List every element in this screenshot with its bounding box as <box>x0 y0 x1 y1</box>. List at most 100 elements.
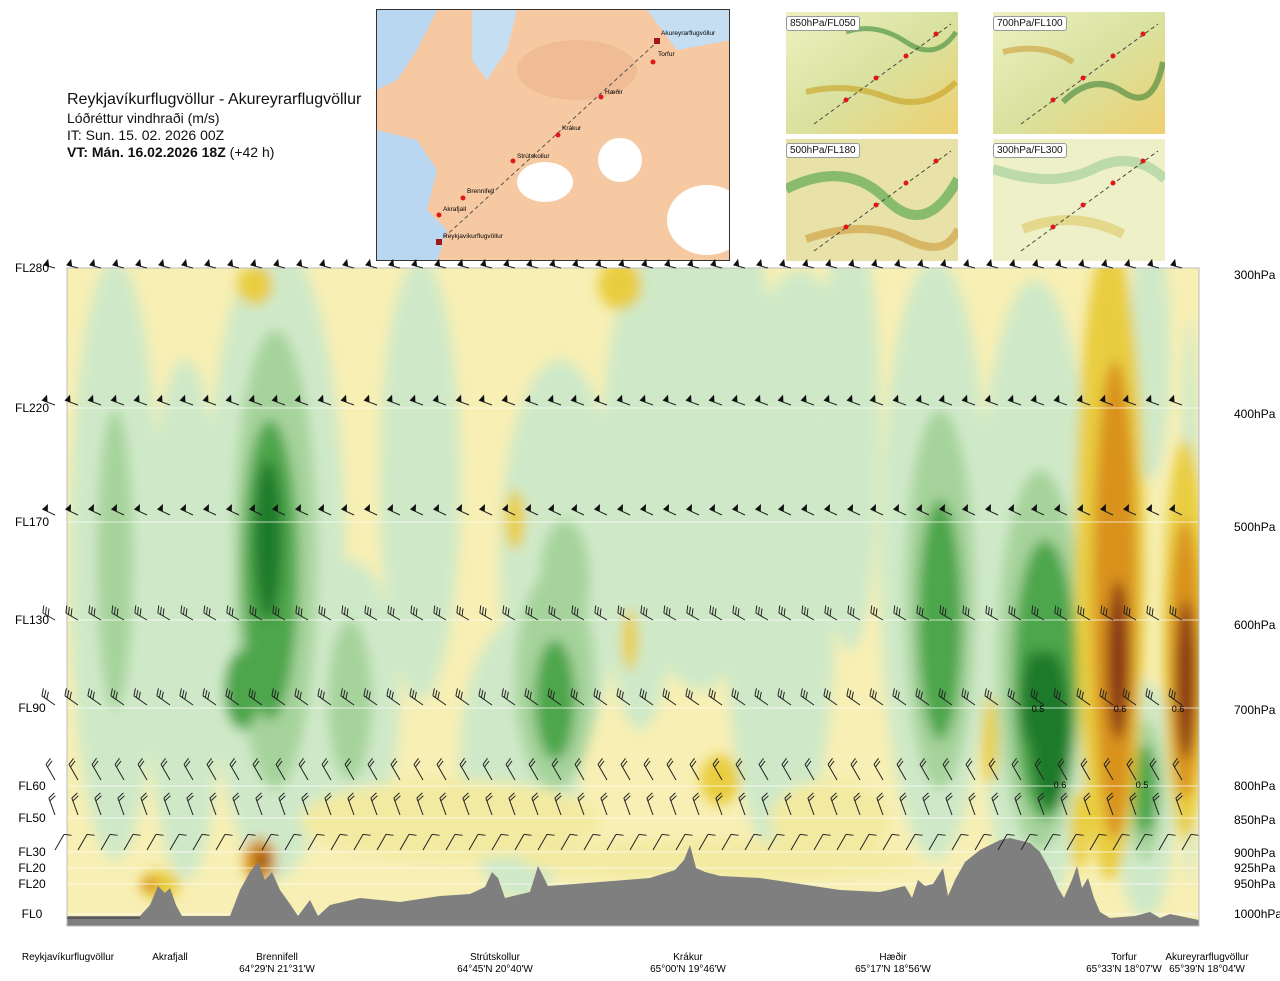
wind-barb <box>685 688 700 706</box>
wind-barb <box>204 258 217 269</box>
wind-barb <box>163 792 171 816</box>
wind-barb <box>847 605 861 621</box>
wind-barb <box>756 258 769 269</box>
thumbnail-700hpa-img <box>993 12 1165 134</box>
thumbnail-300hpa[interactable]: 300hPa/FL300 <box>993 139 1165 261</box>
wind-barb <box>1126 758 1137 781</box>
wind-barb <box>157 605 171 621</box>
wind-barb <box>87 394 102 406</box>
route-map-svg: Akureyrarflugvöllur Torfur Hæðir Krákur … <box>377 10 729 260</box>
wind-barb <box>754 688 769 706</box>
wind-barb <box>847 504 861 516</box>
wind-barb <box>639 394 654 406</box>
wind-barb <box>295 605 309 621</box>
wind-barb <box>272 504 286 516</box>
wind-barb <box>123 833 141 851</box>
right-axis-label: 700hPa <box>1234 703 1276 717</box>
chart-subtitle: Lóðréttur vindhraði (m/s) <box>67 110 220 126</box>
wind-barb <box>54 833 72 851</box>
wind-barb <box>524 394 539 406</box>
left-axis-label: FL60 <box>18 779 46 793</box>
wind-barb <box>261 833 279 851</box>
wind-barb <box>1101 258 1114 269</box>
wind-barb <box>761 792 769 816</box>
left-axis-label: FL30 <box>18 845 46 859</box>
wind-barb <box>330 833 348 851</box>
wind-barb <box>800 688 815 706</box>
wind-barb <box>593 394 608 406</box>
wind-barb <box>386 688 401 706</box>
wind-barb <box>363 394 378 406</box>
wind-barb <box>295 504 309 516</box>
wind-barb <box>1011 758 1022 781</box>
waypoint-name: Akureyrarflugvöllur <box>1165 952 1249 963</box>
wind-barb <box>1129 792 1137 816</box>
wind-barb <box>1055 258 1068 269</box>
wind-barb <box>551 758 562 781</box>
thumbnail-label: 700hPa/FL100 <box>993 16 1067 31</box>
field-region <box>598 268 642 310</box>
wind-barb <box>965 758 976 781</box>
wind-barb <box>1175 792 1183 816</box>
wind-barb <box>892 394 907 406</box>
wind-barb <box>485 792 493 816</box>
wind-barb <box>64 688 79 706</box>
wind-barb <box>252 758 263 781</box>
wind-barb <box>232 792 240 816</box>
wind-barb <box>1168 394 1183 406</box>
wind-barb <box>134 605 148 621</box>
right-axis-label: 500hPa <box>1234 520 1276 534</box>
wind-barb <box>922 792 930 816</box>
wind-barb <box>455 688 470 706</box>
wind-barb <box>594 504 608 516</box>
thumbnail-label: 300hPa/FL300 <box>993 143 1067 158</box>
wind-barb <box>620 758 631 781</box>
wind-barb <box>1169 504 1183 516</box>
contour-label: 0.6 <box>1172 704 1185 714</box>
wind-barb <box>526 258 539 269</box>
wind-barb <box>733 258 746 269</box>
field-region <box>328 620 372 780</box>
wind-barb <box>1078 258 1091 269</box>
thumbnail-500hpa[interactable]: 500hPa/FL180 <box>786 139 958 261</box>
wind-barb <box>1122 688 1137 706</box>
wind-barb <box>181 258 194 269</box>
map-label-brennifell: Brennifell <box>467 188 495 195</box>
wind-barb <box>606 833 624 851</box>
wind-barb <box>1149 758 1160 781</box>
right-axis-label: 900hPa <box>1234 846 1276 860</box>
wind-barb <box>781 758 792 781</box>
wind-barb <box>951 833 969 851</box>
wind-barb <box>156 394 171 406</box>
wind-barb <box>928 833 946 851</box>
wind-barb <box>744 833 762 851</box>
map-label-haedir: Hæðir <box>605 88 624 96</box>
wind-barb <box>571 504 585 516</box>
wind-barb <box>804 758 815 781</box>
wind-barb <box>179 688 194 706</box>
wind-barb <box>1007 394 1022 406</box>
wind-barb <box>617 504 631 516</box>
wind-barb <box>869 394 884 406</box>
wind-barb <box>376 833 394 851</box>
thumbnail-850hpa[interactable]: 850hPa/FL050 <box>786 12 958 134</box>
wind-barb <box>698 833 716 851</box>
right-axis-label: 600hPa <box>1234 618 1276 632</box>
thumbnail-700hpa[interactable]: 700hPa/FL100 <box>993 12 1165 134</box>
wind-barb <box>278 792 286 816</box>
wind-barb <box>692 792 700 816</box>
wind-barb <box>643 758 654 781</box>
wind-barb <box>593 688 608 706</box>
map-glacier-2 <box>598 138 642 182</box>
wind-barb <box>88 605 102 621</box>
left-axis-label: FL90 <box>18 701 46 715</box>
wind-barb <box>652 833 670 851</box>
wind-barb <box>916 605 930 621</box>
wind-barb <box>827 758 838 781</box>
wind-barb <box>961 394 976 406</box>
wind-barb <box>344 758 355 781</box>
wind-barb <box>307 833 325 851</box>
wind-barb <box>1043 833 1061 851</box>
wind-barb <box>767 833 785 851</box>
